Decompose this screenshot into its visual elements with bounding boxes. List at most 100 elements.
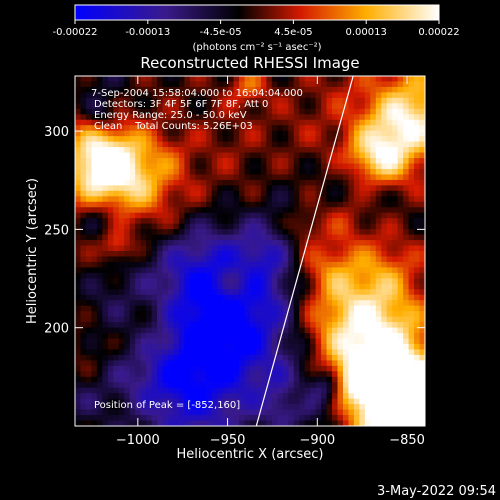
heatmap-cell: [255, 136, 262, 143]
heatmap-cell: [157, 174, 163, 181]
heatmap-cell: [75, 114, 81, 121]
heatmap-cell: [189, 81, 196, 88]
heatmap-cell: [271, 207, 278, 214]
heatmap-cell: [353, 108, 360, 115]
heatmap-cell: [129, 201, 136, 208]
heatmap-cell: [80, 365, 87, 372]
heatmap-cell: [348, 283, 355, 290]
heatmap-cell: [299, 185, 306, 192]
heatmap-cell: [91, 294, 98, 301]
heatmap-cell: [118, 354, 125, 361]
heatmap-cell: [146, 245, 152, 252]
heatmap-cell: [222, 163, 229, 170]
heatmap-cell: [353, 256, 360, 263]
heatmap-cell: [250, 212, 256, 219]
heatmap-cell: [386, 409, 393, 416]
heatmap-cell: [195, 147, 202, 153]
heatmap-cell: [228, 404, 234, 410]
heatmap-cell: [321, 409, 327, 416]
heatmap-cell: [310, 393, 317, 400]
heatmap-cell: [217, 305, 224, 312]
heatmap-cell: [244, 404, 251, 410]
heatmap-cell: [381, 393, 388, 400]
heatmap-cell: [173, 409, 180, 416]
heatmap-cell: [375, 261, 382, 268]
heatmap-cell: [135, 114, 142, 121]
heatmap-cell: [288, 376, 295, 383]
heatmap-cell: [299, 327, 306, 334]
heatmap-cell: [403, 168, 409, 175]
heatmap-cell: [370, 283, 377, 290]
heatmap-cell: [102, 333, 109, 339]
heatmap-cell: [195, 365, 202, 372]
heatmap-cell: [151, 108, 158, 115]
heatmap-cell: [118, 349, 125, 356]
heatmap-cell: [151, 393, 158, 400]
heatmap-cell: [321, 119, 327, 126]
heatmap-cell: [178, 256, 185, 263]
heatmap-cell: [288, 130, 295, 137]
heatmap-cell: [304, 190, 311, 197]
heatmap-cell: [102, 92, 109, 99]
heatmap-cell: [228, 103, 234, 110]
heatmap-cell: [184, 185, 191, 192]
heatmap-cell: [271, 311, 278, 318]
heatmap-cell: [392, 267, 399, 274]
heatmap-cell: [392, 92, 399, 99]
heatmap-cell: [75, 382, 81, 389]
heatmap-cell: [304, 136, 311, 143]
heatmap-cell: [157, 365, 163, 372]
heatmap-cell: [299, 267, 306, 274]
heatmap-cell: [271, 81, 278, 88]
heatmap-cell: [239, 190, 245, 197]
heatmap-cell: [403, 327, 409, 334]
heatmap-cell: [217, 278, 224, 285]
heatmap-cell: [96, 371, 103, 378]
heatmap-cell: [102, 97, 109, 104]
heatmap-cell: [151, 256, 158, 263]
heatmap-cell: [315, 267, 322, 274]
heatmap-cell: [397, 272, 404, 279]
heatmap-cell: [173, 393, 180, 400]
heatmap-cell: [118, 267, 125, 274]
heatmap-cell: [146, 86, 152, 93]
heatmap-cell: [255, 420, 262, 426]
heatmap-cell: [266, 300, 273, 307]
heatmap-cell: [118, 272, 125, 279]
heatmap-cell: [80, 190, 87, 197]
heatmap-cell: [228, 229, 234, 235]
heatmap-cell: [282, 272, 289, 279]
heatmap-cell: [348, 311, 355, 318]
heatmap-cell: [282, 409, 289, 416]
heatmap-cell: [359, 393, 366, 400]
heatmap-cell: [80, 86, 87, 93]
heatmap-cell: [200, 86, 207, 93]
heatmap-cell: [342, 223, 349, 230]
heatmap-cell: [129, 354, 136, 361]
heatmap-cell: [189, 371, 196, 378]
heatmap-cell: [178, 130, 185, 137]
heatmap-cell: [91, 398, 98, 405]
heatmap-cell: [195, 294, 202, 301]
heatmap-cell: [96, 141, 103, 148]
heatmap-cell: [293, 114, 300, 121]
heatmap-cell: [228, 163, 234, 170]
heatmap-cell: [271, 393, 278, 400]
heatmap-cell: [244, 311, 251, 318]
heatmap-cell: [85, 190, 92, 197]
heatmap-cell: [217, 119, 224, 126]
heatmap-cell: [288, 360, 295, 367]
heatmap-cell: [419, 174, 425, 181]
heatmap-cell: [85, 289, 92, 296]
heatmap-cell: [124, 349, 131, 356]
heatmap-cell: [282, 130, 289, 137]
heatmap-cell: [135, 103, 142, 110]
heatmap-cell: [266, 343, 273, 350]
heatmap-cell: [107, 141, 114, 148]
heatmap-cell: [293, 300, 300, 307]
heatmap-cell: [75, 376, 81, 383]
heatmap-cell: [332, 311, 338, 318]
heatmap-cell: [118, 229, 125, 235]
heatmap-cell: [75, 179, 81, 186]
heatmap-cell: [332, 108, 338, 115]
